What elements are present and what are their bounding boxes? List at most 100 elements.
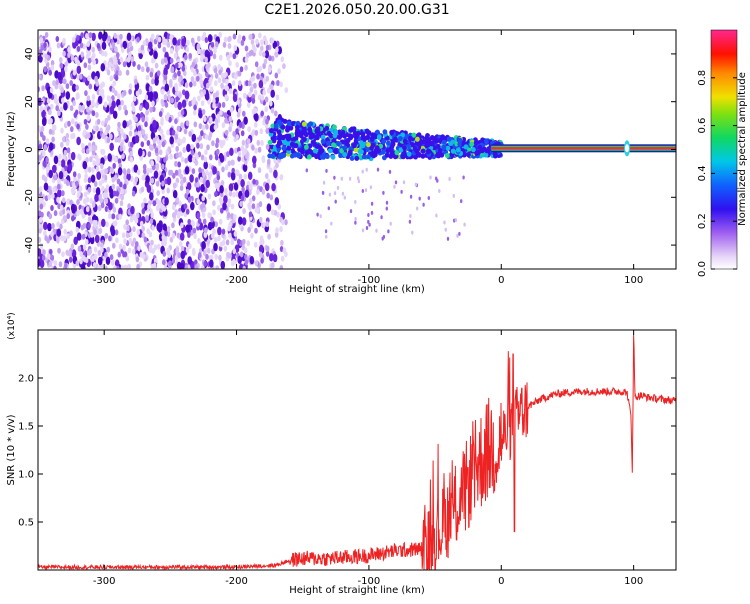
trend-cell bbox=[471, 147, 476, 153]
noise-cell bbox=[133, 215, 137, 221]
noise-cell bbox=[137, 245, 141, 252]
colorbar-ticks: 0.0 0.2 0.4 0.6 0.8 bbox=[697, 70, 737, 277]
trend-cell bbox=[434, 138, 440, 144]
noise-cell bbox=[197, 95, 201, 102]
noise-cell bbox=[43, 230, 47, 237]
noise-cell bbox=[100, 88, 105, 95]
noise-cell bbox=[141, 174, 146, 181]
noise-cell bbox=[67, 120, 71, 127]
noise-cell bbox=[178, 92, 182, 99]
noise-cell bbox=[265, 144, 270, 150]
noise-cell bbox=[94, 234, 100, 244]
noise-cell bbox=[184, 264, 188, 269]
noise-cell bbox=[125, 69, 130, 76]
noise-cell bbox=[77, 190, 81, 197]
y-tick-label: 1.5 bbox=[18, 422, 34, 433]
noise-cell bbox=[177, 62, 182, 69]
noise-cell bbox=[91, 32, 96, 42]
noise-cell bbox=[279, 265, 284, 269]
noise-cell bbox=[207, 34, 213, 43]
noise-cell bbox=[225, 85, 229, 92]
noise-cell bbox=[89, 235, 95, 245]
noise-cell bbox=[140, 44, 145, 51]
noise-cell bbox=[96, 118, 101, 125]
noise-cell bbox=[41, 193, 45, 200]
noise-cell bbox=[268, 55, 272, 62]
noise-cell bbox=[254, 227, 258, 234]
y-tick-label: 1.0 bbox=[18, 470, 34, 481]
noise-cell bbox=[112, 265, 117, 269]
noise-cell bbox=[203, 116, 207, 122]
noise-cell bbox=[228, 221, 232, 228]
noise-cell bbox=[250, 232, 254, 239]
noise-cell bbox=[161, 180, 165, 187]
noise-cell bbox=[63, 165, 68, 172]
noise-cell bbox=[137, 64, 141, 71]
noise-cell bbox=[223, 72, 227, 79]
noise-cell bbox=[83, 118, 88, 125]
noise-cell bbox=[254, 61, 259, 68]
noise-cell bbox=[130, 56, 135, 63]
noise-cell bbox=[270, 209, 275, 216]
noise-cell bbox=[174, 169, 179, 176]
noise-cell bbox=[81, 233, 86, 240]
noise-cell bbox=[75, 180, 79, 187]
noise-cell bbox=[62, 136, 66, 143]
noise-cell bbox=[58, 261, 63, 268]
tail-cell bbox=[448, 177, 451, 181]
tail-cell bbox=[422, 202, 425, 207]
noise-cell bbox=[87, 177, 92, 184]
snr-xlabel: Height of straight line (km) bbox=[289, 585, 425, 596]
noise-cell bbox=[161, 58, 165, 65]
noise-cell bbox=[184, 54, 188, 61]
noise-cell bbox=[130, 141, 134, 148]
noise-cell bbox=[53, 260, 58, 267]
trend-cell bbox=[276, 119, 282, 125]
noise-cell bbox=[146, 167, 150, 174]
noise-cell bbox=[123, 104, 127, 111]
noise-cell bbox=[43, 66, 47, 73]
noise-cell bbox=[221, 101, 226, 108]
noise-cell bbox=[138, 148, 143, 157]
noise-cell bbox=[65, 83, 70, 90]
noise-cell bbox=[196, 142, 200, 149]
noise-cell bbox=[70, 243, 75, 250]
noise-cell bbox=[148, 85, 153, 92]
noise-cell bbox=[233, 213, 237, 220]
noise-cell bbox=[163, 39, 168, 46]
noise-cell bbox=[190, 66, 195, 73]
noise-cell bbox=[145, 109, 149, 116]
trend-cell bbox=[301, 125, 307, 132]
noise-cell bbox=[91, 201, 96, 208]
noise-cell bbox=[269, 167, 273, 174]
tail-cell bbox=[333, 191, 337, 196]
noise-cell bbox=[211, 232, 215, 239]
trend-cell bbox=[404, 133, 410, 139]
noise-cell bbox=[179, 241, 183, 247]
noise-cell bbox=[251, 43, 256, 50]
noise-cell bbox=[87, 186, 92, 193]
noise-cell bbox=[64, 66, 68, 72]
noise-cell bbox=[141, 116, 145, 123]
trend-cell bbox=[353, 139, 359, 146]
tail-cell bbox=[341, 191, 345, 196]
noise-cell bbox=[136, 36, 140, 43]
noise-cell bbox=[45, 138, 50, 145]
noise-cell bbox=[169, 48, 174, 54]
noise-cell bbox=[151, 224, 155, 231]
noise-cell bbox=[116, 52, 120, 59]
noise-cell bbox=[169, 34, 173, 41]
noise-cell bbox=[132, 237, 137, 244]
trend-cell bbox=[441, 139, 447, 145]
noise-cell bbox=[91, 256, 95, 263]
y-tick-label: -20 bbox=[24, 189, 35, 205]
snr-ticks: -300 -200 -100 0 100 0.5 1.0 1.5 2.0 bbox=[18, 330, 676, 587]
noise-cell bbox=[123, 223, 127, 230]
noise-cell bbox=[121, 232, 126, 239]
noise-cell bbox=[260, 95, 265, 101]
trend-cell bbox=[308, 134, 314, 140]
noise-cell bbox=[158, 170, 162, 177]
noise-cell bbox=[101, 41, 107, 50]
noise-cell bbox=[129, 156, 134, 163]
